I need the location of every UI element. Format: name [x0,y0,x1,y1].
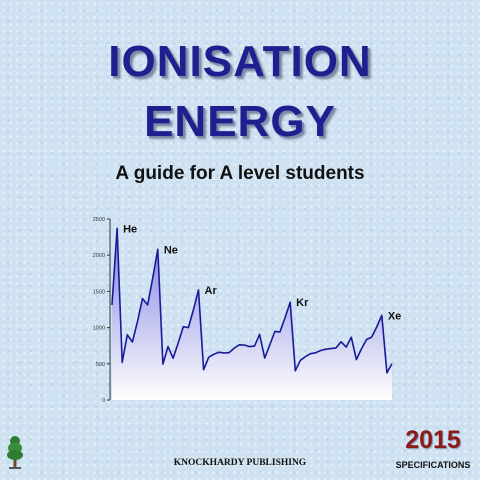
y-tick-label: 2500 [93,217,105,223]
subtitle: A guide for A level students [115,163,365,184]
series-area [112,228,392,400]
y-tick-label: 1500 [93,289,105,295]
y-tick-label: 0 [102,398,105,404]
element-label-ne: Ne [164,244,178,256]
tree-icon [7,436,23,469]
title-line-2: ENERGY [144,97,336,146]
series-line [111,227,393,374]
title-line-1: IONISATION [108,37,372,86]
y-tick-label: 1000 [93,326,105,332]
element-label-he: He [123,223,137,235]
y-tick-label: 500 [96,362,105,368]
y-tick-label: 2000 [93,253,105,259]
element-label-ar: Ar [205,285,218,297]
specifications-label: SPECIFICATIONS [395,460,471,470]
element-label-kr: Kr [296,297,309,309]
element-label-xe: Xe [388,310,401,322]
publisher-name: KNOCKHARDY PUBLISHING [173,458,307,468]
edition-year: 2015 [405,426,461,454]
